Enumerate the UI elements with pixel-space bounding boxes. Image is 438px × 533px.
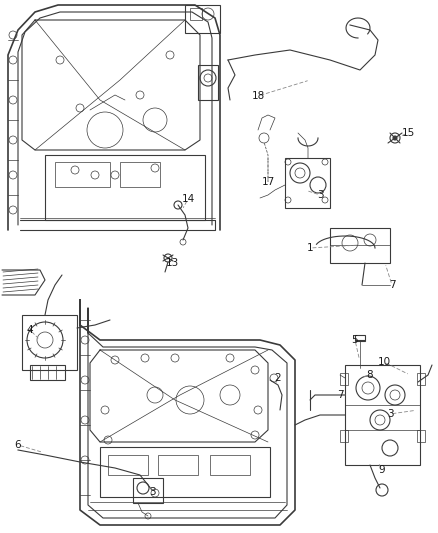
Bar <box>158 455 198 475</box>
Text: 13: 13 <box>166 258 179 268</box>
Text: 14: 14 <box>181 194 194 204</box>
Text: 7: 7 <box>389 280 396 290</box>
Text: 5: 5 <box>352 335 358 345</box>
Text: 15: 15 <box>401 128 415 138</box>
Text: 3: 3 <box>148 487 155 497</box>
Bar <box>100 447 270 497</box>
Bar <box>198 65 218 100</box>
Bar <box>108 455 148 475</box>
Text: 17: 17 <box>261 177 275 187</box>
Text: 2: 2 <box>275 373 281 383</box>
Text: 1: 1 <box>307 243 313 253</box>
Bar <box>417 373 425 385</box>
Bar <box>185 5 220 33</box>
Bar <box>340 430 348 442</box>
Text: 6: 6 <box>15 440 21 450</box>
Text: 10: 10 <box>378 357 391 367</box>
Bar <box>285 158 330 208</box>
Bar <box>120 162 160 187</box>
Bar <box>133 478 163 503</box>
Bar <box>190 8 202 20</box>
Text: 8: 8 <box>367 370 373 380</box>
Bar <box>340 373 348 385</box>
Bar <box>345 365 420 465</box>
Text: 3: 3 <box>387 409 393 419</box>
Bar <box>330 228 390 263</box>
Circle shape <box>393 136 397 140</box>
Bar <box>417 430 425 442</box>
Text: 9: 9 <box>379 465 385 475</box>
Text: 4: 4 <box>27 325 33 335</box>
Text: 7: 7 <box>337 390 343 400</box>
Bar <box>55 162 110 187</box>
Bar <box>30 365 65 380</box>
Text: 18: 18 <box>251 91 265 101</box>
Bar <box>22 315 77 370</box>
Text: 3: 3 <box>317 190 323 200</box>
Bar <box>210 455 250 475</box>
Bar <box>45 155 205 220</box>
Bar <box>355 335 365 341</box>
